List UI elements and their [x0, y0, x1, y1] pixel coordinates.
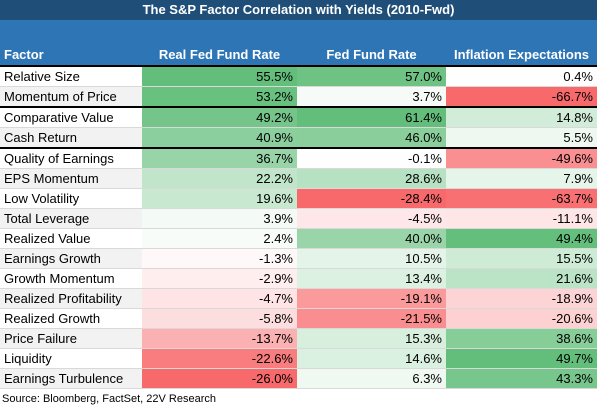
correlation-cell: -0.1% — [297, 148, 446, 169]
correlation-cell: -28.4% — [297, 188, 446, 209]
correlation-cell: 46.0% — [297, 127, 446, 149]
correlation-cell: -20.6% — [446, 308, 597, 329]
table-row: Quality of Earnings 36.7% -0.1% -49.6% — [0, 148, 597, 169]
correlation-cell: -18.9% — [446, 288, 597, 309]
correlation-cell: -1.3% — [142, 248, 297, 269]
factor-name: Earnings Turbulence — [0, 368, 142, 389]
column-header: Factor — [0, 20, 142, 66]
table-row: Realized Value 2.4% 40.0% 49.4% — [0, 228, 597, 249]
table-row: Comparative Value 49.2% 61.4% 14.8% — [0, 107, 597, 128]
correlation-cell: 3.9% — [142, 208, 297, 229]
correlation-cell: 13.4% — [297, 268, 446, 289]
factor-name: Earnings Growth — [0, 248, 142, 269]
correlation-cell: 6.3% — [297, 368, 446, 389]
factor-name: Realized Profitability — [0, 288, 142, 309]
factor-name: Liquidity — [0, 348, 142, 369]
table-row: Price Failure -13.7% 15.3% 38.6% — [0, 328, 597, 349]
correlation-cell: -63.7% — [446, 188, 597, 209]
factor-name: Relative Size — [0, 65, 142, 87]
table-body: Relative Size 55.5% 57.0% 0.4% Momentum of P… — [0, 65, 597, 389]
table-row: Growth Momentum -2.9% 13.4% 21.6% — [0, 268, 597, 289]
factor-name: Cash Return — [0, 127, 142, 149]
correlation-cell: 15.5% — [446, 248, 597, 269]
title: The S&P Factor Correlation with Yields (… — [0, 0, 597, 20]
correlation-cell: -4.5% — [297, 208, 446, 229]
correlation-cell: 28.6% — [297, 168, 446, 189]
table-row: Realized Profitability -4.7% -19.1% -18.9% — [0, 288, 597, 309]
factor-name: Realized Value — [0, 228, 142, 249]
correlation-cell: 22.2% — [142, 168, 297, 189]
correlation-cell: 19.6% — [142, 188, 297, 209]
correlation-cell: 2.4% — [142, 228, 297, 249]
correlation-cell: 49.7% — [446, 348, 597, 369]
factor-name: Quality of Earnings — [0, 148, 142, 169]
correlation-cell: 40.0% — [297, 228, 446, 249]
correlation-cell: -11.1% — [446, 208, 597, 229]
factor-name: Comparative Value — [0, 107, 142, 128]
factor-name: Total Leverage — [0, 208, 142, 229]
correlation-cell: 49.2% — [142, 107, 297, 128]
table-row: Earnings Turbulence -26.0% 6.3% 43.3% — [0, 368, 597, 389]
table-row: Momentum of Price 53.2% 3.7% -66.7% — [0, 86, 597, 108]
factor-name: Price Failure — [0, 328, 142, 349]
header-row: Factor Real Fed Fund Rate Fed Fund Rate Inf… — [0, 20, 597, 66]
correlation-cell: 40.9% — [142, 127, 297, 149]
correlation-cell: -4.7% — [142, 288, 297, 309]
correlation-cell: -19.1% — [297, 288, 446, 309]
factor-name: Realized Growth — [0, 308, 142, 329]
correlation-cell: 7.9% — [446, 168, 597, 189]
correlation-cell: -13.7% — [142, 328, 297, 349]
correlation-cell: 55.5% — [142, 65, 297, 87]
correlation-cell: -5.8% — [142, 308, 297, 329]
correlation-cell: 49.4% — [446, 228, 597, 249]
correlation-cell: -2.9% — [142, 268, 297, 289]
correlation-cell: 0.4% — [446, 65, 597, 87]
table-row: EPS Momentum 22.2% 28.6% 7.9% — [0, 168, 597, 189]
factor-name: Growth Momentum — [0, 268, 142, 289]
table-row: Earnings Growth -1.3% 10.5% 15.5% — [0, 248, 597, 269]
factor-name: Low Volatility — [0, 188, 142, 209]
correlation-cell: 53.2% — [142, 86, 297, 108]
column-header: Inflation Expectations — [446, 20, 597, 66]
correlation-cell: -21.5% — [297, 308, 446, 329]
correlation-cell: 43.3% — [446, 368, 597, 389]
correlation-cell: 21.6% — [446, 268, 597, 289]
correlation-cell: 15.3% — [297, 328, 446, 349]
table-row: Total Leverage 3.9% -4.5% -11.1% — [0, 208, 597, 229]
correlation-cell: -26.0% — [142, 368, 297, 389]
correlation-cell: 14.6% — [297, 348, 446, 369]
source: Source: Bloomberg, FactSet, 22V Research — [2, 393, 216, 405]
correlation-cell: 38.6% — [446, 328, 597, 349]
column-header: Real Fed Fund Rate — [142, 20, 297, 66]
column-header: Fed Fund Rate — [297, 20, 446, 66]
table-row: Liquidity -22.6% 14.6% 49.7% — [0, 348, 597, 369]
correlation-cell: 14.8% — [446, 107, 597, 128]
correlation-cell: 57.0% — [297, 65, 446, 87]
correlation-cell: -49.6% — [446, 148, 597, 169]
correlation-cell: 61.4% — [297, 107, 446, 128]
table-row: Realized Growth -5.8% -21.5% -20.6% — [0, 308, 597, 329]
correlation-cell: -22.6% — [142, 348, 297, 369]
factor-table: Factor Real Fed Fund Rate Fed Fund Rate Inf… — [0, 20, 597, 389]
table-row: Low Volatility 19.6% -28.4% -63.7% — [0, 188, 597, 209]
correlation-cell: 5.5% — [446, 127, 597, 149]
factor-name: EPS Momentum — [0, 168, 142, 189]
correlation-cell: -66.7% — [446, 86, 597, 108]
correlation-cell: 10.5% — [297, 248, 446, 269]
correlation-cell: 36.7% — [142, 148, 297, 169]
table-row: Cash Return 40.9% 46.0% 5.5% — [0, 127, 597, 149]
table-row: Relative Size 55.5% 57.0% 0.4% — [0, 65, 597, 87]
correlation-cell: 3.7% — [297, 86, 446, 108]
factor-name: Momentum of Price — [0, 86, 142, 108]
